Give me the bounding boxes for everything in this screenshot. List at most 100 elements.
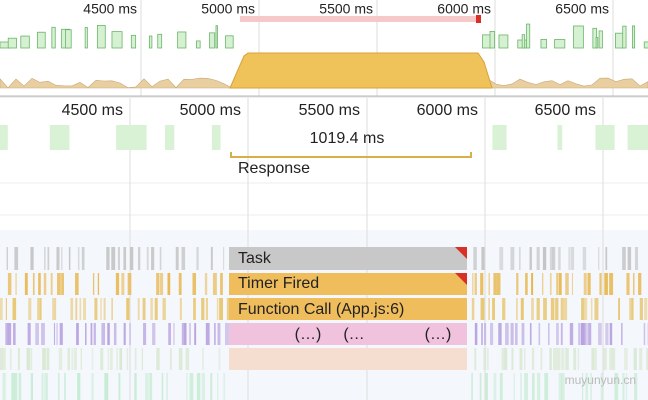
event-stripe: [150, 298, 153, 320]
event-stripe: [604, 273, 608, 295]
event-stripe: [129, 323, 131, 345]
event-stripe: [600, 373, 604, 400]
event-stripe: [185, 348, 190, 370]
event-stripe: [81, 247, 85, 270]
event-stripe: [621, 323, 623, 345]
fps-bar: [209, 32, 216, 49]
fps-bar: [111, 31, 123, 49]
event-stripe: [548, 323, 550, 345]
event-stripe: [38, 273, 41, 295]
event-stripe: [556, 323, 559, 345]
event-stripe: [30, 348, 33, 370]
interaction-label: Response: [238, 160, 310, 177]
event-stripe: [94, 298, 98, 320]
event-stripe: [118, 373, 121, 400]
frame: [116, 125, 147, 150]
event-stripe: [570, 247, 575, 270]
event-stripe: [61, 247, 63, 270]
event-stripe: [471, 298, 475, 320]
call-label: (…): [425, 326, 452, 343]
event-stripe: [565, 348, 569, 370]
event-stripe: [622, 247, 626, 270]
event-stripe: [531, 273, 534, 295]
fps-bar: [526, 23, 531, 49]
fps-bar: [148, 35, 153, 49]
event-stripe: [7, 273, 12, 295]
event-stripe: [168, 323, 171, 345]
event-stripe: [219, 298, 224, 320]
event-stripe: [216, 298, 219, 320]
event-stripe: [549, 273, 552, 295]
event-stripe: [633, 348, 637, 370]
event-stripe: [556, 273, 558, 295]
event-stripe: [515, 323, 518, 345]
event-stripe: [44, 373, 48, 400]
event-stripe: [77, 373, 81, 400]
event-stripe: [625, 373, 628, 400]
warning-marker: [455, 273, 467, 285]
event-stripe: [156, 273, 160, 295]
event-stripe: [483, 348, 487, 370]
row-label: Task: [238, 250, 272, 267]
event-stripe: [543, 298, 547, 320]
event-stripe: [602, 348, 607, 370]
event-stripe: [151, 247, 155, 270]
event-stripe: [629, 298, 634, 320]
event-stripe: [481, 323, 483, 345]
fps-bar: [632, 25, 636, 49]
event-stripe: [167, 273, 171, 295]
event-stripe: [59, 323, 63, 345]
event-stripe: [149, 373, 153, 400]
event-stripe: [214, 323, 216, 345]
event-stripe: [622, 373, 625, 400]
event-stripe: [582, 373, 584, 400]
event-stripe: [223, 373, 226, 400]
fps-bar: [196, 40, 201, 49]
fps-bar: [540, 39, 547, 49]
event-stripe: [531, 298, 534, 320]
event-stripe: [0, 298, 3, 320]
event-stripe: [14, 247, 19, 270]
frame: [49, 125, 70, 150]
event-stripe: [505, 323, 509, 345]
duration-label: 1019.4 ms: [310, 130, 385, 147]
event-stripe: [205, 323, 210, 345]
event-stripe: [499, 247, 504, 270]
event-stripe: [27, 323, 31, 345]
event-stripe: [474, 273, 477, 295]
event-stripe: [531, 373, 535, 400]
event-stripe: [217, 373, 219, 400]
event-stripe: [558, 373, 563, 400]
event-stripe: [161, 373, 164, 400]
event-stripe: [646, 348, 648, 370]
event-stripe: [486, 348, 489, 370]
event-stripe: [192, 273, 197, 295]
event-stripe: [142, 298, 146, 320]
event-stripe: [493, 373, 497, 400]
event-stripe: [196, 373, 201, 400]
event-stripe: [97, 273, 100, 295]
event-stripe: [225, 323, 229, 345]
event-stripe: [2, 348, 6, 370]
event-stripe: [568, 247, 570, 270]
event-stripe: [117, 247, 120, 270]
event-stripe: [580, 323, 585, 345]
event-stripe: [510, 323, 514, 345]
frame: [165, 125, 175, 150]
event-stripe: [589, 323, 592, 345]
event-stripe: [524, 348, 526, 370]
event-stripe: [488, 298, 490, 320]
event-stripe: [186, 373, 188, 400]
event-stripe: [581, 298, 585, 320]
event-stripe: [511, 348, 514, 370]
event-stripe: [583, 298, 588, 320]
event-stripe: [56, 323, 58, 345]
event-stripe: [542, 273, 544, 295]
event-stripe: [513, 373, 515, 400]
event-stripe: [556, 348, 561, 370]
ruler-tick-label: 6000 ms: [417, 102, 478, 119]
function-bar: [229, 298, 467, 320]
event-stripe: [109, 348, 113, 370]
event-stripe: [58, 348, 63, 370]
fps-bar: [482, 34, 491, 49]
